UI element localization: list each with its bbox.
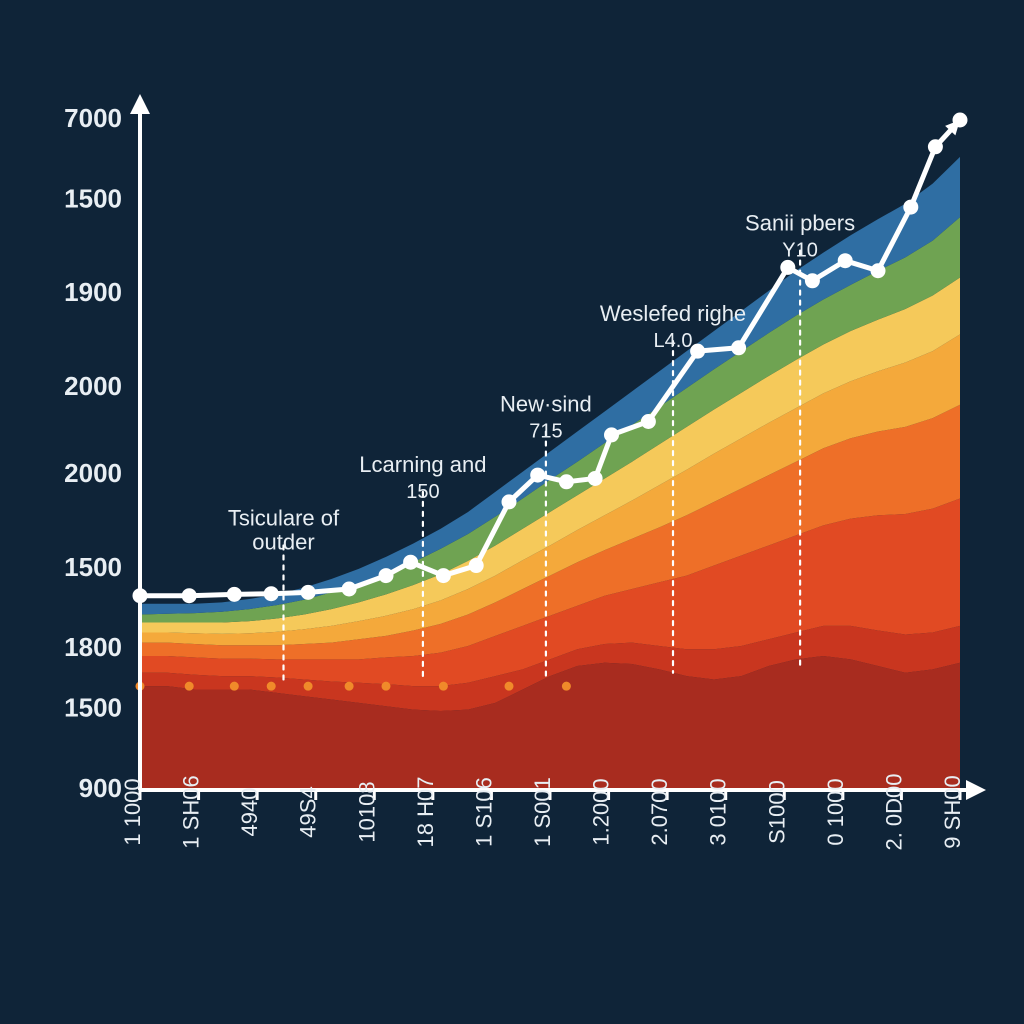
- x-tick: 18 H07: [413, 777, 438, 848]
- x-tick: S1000: [764, 780, 789, 844]
- x-tick-label: 2. 0D00: [881, 773, 906, 850]
- x-tick-label: 9 SH00: [940, 775, 965, 848]
- x-tick: 3 0100: [706, 778, 731, 845]
- x-tick: 1 S001: [530, 777, 555, 847]
- annotation-title: Lcarning and: [359, 452, 486, 477]
- y-tick-label: 900: [79, 773, 122, 803]
- baseline-dot: [267, 682, 276, 691]
- annotation-title-2: outder: [252, 529, 314, 554]
- y-tick: 1900: [64, 277, 122, 307]
- trend-marker: [928, 140, 942, 154]
- y-tick: 7000: [64, 103, 122, 133]
- trend-marker: [781, 260, 795, 274]
- y-tick-label: 7000: [64, 103, 122, 133]
- trend-marker: [436, 569, 450, 583]
- baseline-dot: [185, 682, 194, 691]
- baseline-dot: [230, 682, 239, 691]
- y-tick-label: 1500: [64, 692, 122, 722]
- trend-marker: [588, 471, 602, 485]
- baseline-dot: [505, 682, 514, 691]
- x-tick: 1 S106: [471, 777, 496, 847]
- x-tick: 1 SH06: [179, 775, 204, 848]
- x-tick-label: 0 1000: [823, 778, 848, 845]
- x-tick-label: 4940: [237, 788, 262, 837]
- x-tick-label: 18 H07: [413, 777, 438, 848]
- x-tick: 2.0700: [647, 778, 672, 845]
- x-tick: 9 SH00: [940, 775, 965, 848]
- x-tick-label: S1000: [764, 780, 789, 844]
- annotation-value: 150: [406, 481, 439, 503]
- y-tick: 2000: [64, 371, 122, 401]
- trend-marker: [838, 254, 852, 268]
- x-tick-label: 10108: [354, 781, 379, 842]
- annotation-title: Tsiculare of: [228, 505, 340, 530]
- area-chart: 7000 1500 1900 2000 2000 1500 1800 1500 9001 100…: [0, 0, 1024, 1024]
- y-tick-label: 1900: [64, 277, 122, 307]
- trend-marker: [605, 428, 619, 442]
- y-tick: 1500: [64, 692, 122, 722]
- baseline-dot: [382, 682, 391, 691]
- x-tick-label: 1 1000: [120, 778, 145, 845]
- y-tick-label: 1800: [64, 632, 122, 662]
- baseline-dot: [345, 682, 354, 691]
- trend-marker: [404, 555, 418, 569]
- x-tick-label: 1 SH06: [179, 775, 204, 848]
- y-tick-label: 2000: [64, 458, 122, 488]
- x-tick: 2. 0D00: [881, 773, 906, 850]
- y-tick: 1500: [64, 552, 122, 582]
- annotation-value: Y10: [782, 240, 818, 262]
- y-tick-label: 1500: [64, 183, 122, 213]
- trend-marker: [379, 569, 393, 583]
- x-tick-label: 1 S106: [471, 777, 496, 847]
- trend-marker: [805, 274, 819, 288]
- trend-marker: [732, 341, 746, 355]
- y-tick: 2000: [64, 458, 122, 488]
- x-tick: 4940: [237, 788, 262, 837]
- y-tick-label: 2000: [64, 371, 122, 401]
- trend-marker: [559, 475, 573, 489]
- trend-marker: [641, 415, 655, 429]
- annotation-value: 715: [529, 420, 562, 442]
- chart-container: 7000 1500 1900 2000 2000 1500 1800 1500 9001 100…: [0, 0, 1024, 1024]
- trend-marker: [227, 587, 241, 601]
- y-tick: 1800: [64, 632, 122, 662]
- baseline-dot: [439, 682, 448, 691]
- trend-marker: [342, 582, 356, 596]
- trend-marker: [904, 200, 918, 214]
- x-tick-label: 1.2000: [589, 778, 614, 845]
- trend-marker: [182, 589, 196, 603]
- x-tick-label: 3 0100: [706, 778, 731, 845]
- annotation-title: Sanii pbers: [745, 211, 855, 236]
- annotation-title: Weslefed righe: [600, 301, 746, 326]
- x-tick-label: 2.0700: [647, 778, 672, 845]
- x-tick: 49S4: [296, 786, 321, 837]
- trend-marker: [871, 264, 885, 278]
- x-tick: 1 1000: [120, 778, 145, 845]
- annotation-title: New·sind: [500, 391, 592, 416]
- y-tick-label: 1500: [64, 552, 122, 582]
- trend-marker: [531, 468, 545, 482]
- baseline-dot: [562, 682, 571, 691]
- x-tick: 1.2000: [589, 778, 614, 845]
- y-tick: 1500: [64, 183, 122, 213]
- trend-marker: [691, 344, 705, 358]
- trend-marker: [264, 587, 278, 601]
- trend-marker: [502, 495, 516, 509]
- annotation-value: L4.0: [654, 330, 693, 352]
- trend-marker: [469, 559, 483, 573]
- x-tick: 0 1000: [823, 778, 848, 845]
- x-tick: 10108: [354, 781, 379, 842]
- x-tick-label: 49S4: [296, 786, 321, 837]
- baseline-dot: [304, 682, 313, 691]
- trend-marker: [301, 585, 315, 599]
- x-tick-label: 1 S001: [530, 777, 555, 847]
- y-tick: 900: [79, 773, 122, 803]
